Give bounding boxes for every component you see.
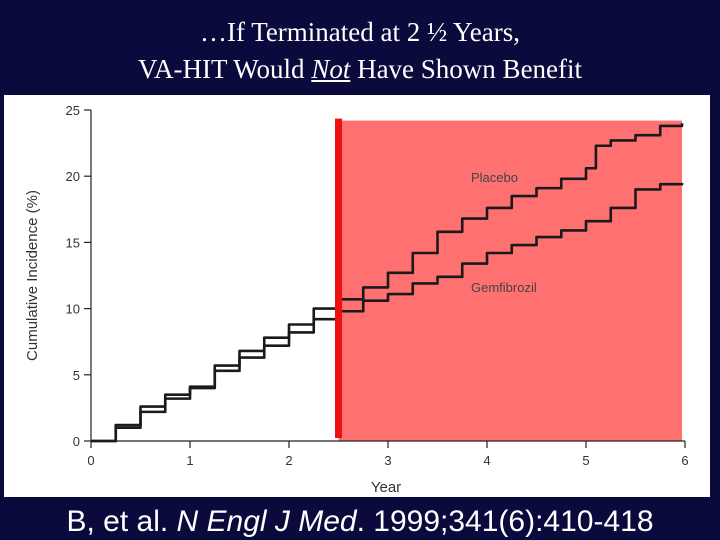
x-axis-label: Year	[371, 479, 401, 496]
y-tick-label-10: 10	[66, 302, 80, 317]
title-line-1: …If Terminated at 2 ½ Years,	[199, 17, 521, 47]
title-line-2-post: Have Shown Benefit	[350, 54, 583, 84]
series-label-gemfibrozil: Gemfibrozil	[471, 280, 537, 295]
x-tick-label-4: 4	[483, 453, 490, 468]
x-tick-label-0: 0	[87, 453, 94, 468]
chart-panel: 0 5 10 15 20 25 0 1 2 3 4 5 6 Placebo Gemfibrozil Y…	[4, 95, 710, 497]
y-tick-label-15: 15	[66, 235, 80, 250]
slide-title: …If Terminated at 2 ½ Years, VA-HIT Woul…	[0, 14, 720, 88]
citation: B, et al. N Engl J Med. 1999;341(6):410-…	[0, 505, 720, 540]
y-tick-label-5: 5	[73, 368, 80, 383]
title-line-2-pre: VA-HIT Would	[137, 54, 312, 84]
x-tick-label-6: 6	[681, 453, 688, 468]
series-group	[91, 123, 684, 443]
title-line-2: VA-HIT Would Not Have Shown Benefit	[0, 51, 720, 88]
citation-journal: N Engl J Med	[176, 505, 357, 538]
citation-details: . 1999;341(6):410-418	[356, 505, 654, 538]
x-tick-label-2: 2	[285, 453, 292, 468]
series-line-gemfibrozil	[91, 182, 684, 443]
y-axis-label: Cumulative Incidence (%)	[24, 190, 41, 361]
series-line-placebo	[91, 123, 684, 443]
x-ticks: 0 1 2 3 4 5 6	[87, 441, 689, 468]
post-termination-highlight	[338, 120, 683, 442]
x-tick-label-1: 1	[186, 453, 193, 468]
kaplan-meier-chart: 0 5 10 15 20 25 0 1 2 3 4 5 6 Placebo Gemfibrozil Y…	[24, 103, 689, 496]
citation-authors: B, et al.	[66, 505, 177, 538]
x-tick-label-5: 5	[582, 453, 589, 468]
y-tick-label-20: 20	[66, 169, 80, 184]
series-label-placebo: Placebo	[471, 170, 518, 185]
y-tick-label-25: 25	[66, 103, 80, 118]
x-tick-label-3: 3	[384, 453, 391, 468]
y-ticks: 0 5 10 15 20 25	[66, 103, 91, 449]
y-tick-label-0: 0	[73, 434, 80, 449]
title-emphasis-not: Not	[311, 54, 351, 84]
